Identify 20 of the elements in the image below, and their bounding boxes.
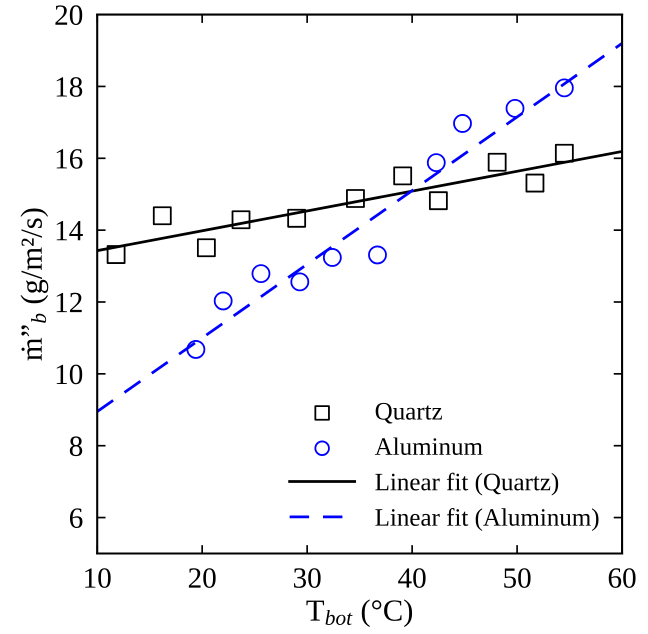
- y-axis-title: ṁ”$_{b}$ (g/m²/s): [20, 208, 48, 361]
- y-tick-label: 8: [70, 436, 82, 456]
- legend-label: Linear fit (Quartz): [375, 472, 558, 496]
- y-tick-label: 10: [56, 364, 82, 384]
- y-tick-label: 12: [56, 292, 82, 312]
- x-tick-label: 50: [504, 568, 531, 588]
- y-tick-label: 6: [70, 508, 82, 528]
- x-axis-title: T$_{bot}$ (°C): [306, 599, 412, 628]
- legend-label: Linear fit (Aluminum): [375, 508, 598, 531]
- y-tick-label: 18: [56, 77, 82, 97]
- legend-label: Quartz: [376, 402, 442, 424]
- x-tick-label: 20: [188, 568, 216, 588]
- x-tick-label: 60: [608, 568, 636, 588]
- y-tick-label: 14: [56, 221, 83, 240]
- y-tick-label: 16: [56, 149, 82, 169]
- legend-label: Aluminum: [374, 437, 483, 456]
- x-tick-label: 30: [294, 568, 321, 588]
- y-tick-label: 20: [55, 5, 82, 25]
- x-tick-label: 10: [85, 568, 111, 588]
- x-tick-label: 40: [398, 568, 426, 588]
